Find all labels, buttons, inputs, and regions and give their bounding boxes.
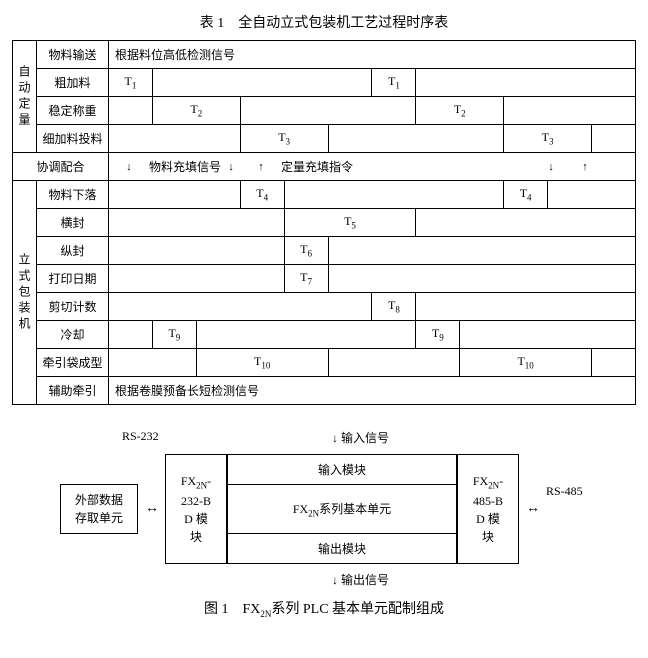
table-title: 表 1 全自动立式包装机工艺过程时序表: [12, 12, 636, 32]
t-cell: T4: [504, 181, 548, 209]
row-label: 物料输送: [37, 41, 109, 69]
row12-value: 根据卷膜预备长短检测信号: [109, 377, 636, 405]
t-cell: T3: [504, 125, 592, 153]
t-cell: T6: [284, 237, 328, 265]
row-label: 辅助牵引: [37, 377, 109, 405]
t-cell: T8: [372, 293, 416, 321]
coord-row: 协调配合 ↓ 物料充填信号 ↓ ↑ 定量充填指令 ↓ ↑: [13, 153, 636, 181]
fx2n-232bd-box: FX2N- 232-B D 模 块: [165, 454, 227, 564]
coord-left: 物料充填信号: [149, 158, 221, 175]
table-row: 稳定称重 T2 T2: [13, 97, 636, 125]
coord-label: 协调配合: [13, 153, 109, 181]
table-row: 横封 T5: [13, 209, 636, 237]
t-cell: T1: [372, 69, 416, 97]
figure-caption: 图 1 FX2N系列 PLC 基本单元配制组成: [12, 598, 636, 619]
rs232-label: RS-232: [122, 429, 159, 444]
row-label: 冷却: [37, 321, 109, 349]
row-label: 牵引袋成型: [37, 349, 109, 377]
t-cell: T1: [109, 69, 153, 97]
row-label: 横封: [37, 209, 109, 237]
external-data-unit-box: 外部数据存取单元: [60, 484, 138, 534]
group2-label: 立式包装机: [13, 181, 37, 405]
rs485-label: RS-485: [546, 484, 583, 499]
bi-arrow-icon: ↔: [526, 501, 540, 517]
arrow-down-icon: ↓: [537, 161, 565, 173]
row1-value: 根据料位高低检测信号: [109, 41, 636, 69]
row-label: 细加料投料: [37, 125, 109, 153]
row-label: 纵封: [37, 237, 109, 265]
output-module-box: 输出模块: [227, 534, 457, 564]
table-row: 纵封 T6: [13, 237, 636, 265]
t-cell: T10: [460, 349, 592, 377]
table-row: 细加料投料 T3 T3: [13, 125, 636, 153]
arrow-up-icon: ↑: [241, 161, 281, 173]
arrow-down-icon: ↓: [109, 161, 149, 173]
table-row: 牵引袋成型 T10 T10: [13, 349, 636, 377]
output-signal-label: ↓ 输出信号: [332, 571, 389, 588]
table-row: 辅助牵引 根据卷膜预备长短检测信号: [13, 377, 636, 405]
t-cell: T4: [240, 181, 284, 209]
t-cell: T10: [196, 349, 328, 377]
base-unit-box: FX2N系列基本单元: [227, 484, 457, 534]
coord-right: 定量充填指令: [281, 158, 353, 175]
row-label: 稳定称重: [37, 97, 109, 125]
t-cell: T2: [416, 97, 504, 125]
t-cell: T5: [284, 209, 416, 237]
table-row: 打印日期 T7: [13, 265, 636, 293]
timing-table: 自动定量 物料输送 根据料位高低检测信号 粗加料 T1 T1 稳定称重 T2 T…: [12, 40, 636, 405]
t-cell: T7: [284, 265, 328, 293]
row-label: 剪切计数: [37, 293, 109, 321]
t-cell: T9: [152, 321, 196, 349]
arrow-up-icon: ↑: [565, 161, 605, 173]
t-cell: T2: [152, 97, 240, 125]
row-label: 物料下落: [37, 181, 109, 209]
table-row: 剪切计数 T8: [13, 293, 636, 321]
table-row: 自动定量 物料输送 根据料位高低检测信号: [13, 41, 636, 69]
table-row: 冷却 T9 T9: [13, 321, 636, 349]
row-label: 打印日期: [37, 265, 109, 293]
input-signal-label: ↓ 输入信号: [332, 429, 389, 446]
t-cell: T9: [416, 321, 460, 349]
input-module-box: 输入模块: [227, 454, 457, 484]
row-label: 粗加料: [37, 69, 109, 97]
t-cell: T3: [240, 125, 328, 153]
table-row: 立式包装机 物料下落 T4 T4: [13, 181, 636, 209]
fx2n-485bd-box: FX2N- 485-B D 模 块: [457, 454, 519, 564]
figure-1: RS-232 ↓ 输入信号 外部数据存取单元 ↔ FX2N- 232-B D 模…: [12, 429, 636, 619]
arrow-down-icon: ↓: [221, 161, 241, 173]
bi-arrow-icon: ↔: [145, 501, 159, 517]
group1-label: 自动定量: [13, 41, 37, 153]
table-row: 粗加料 T1 T1: [13, 69, 636, 97]
